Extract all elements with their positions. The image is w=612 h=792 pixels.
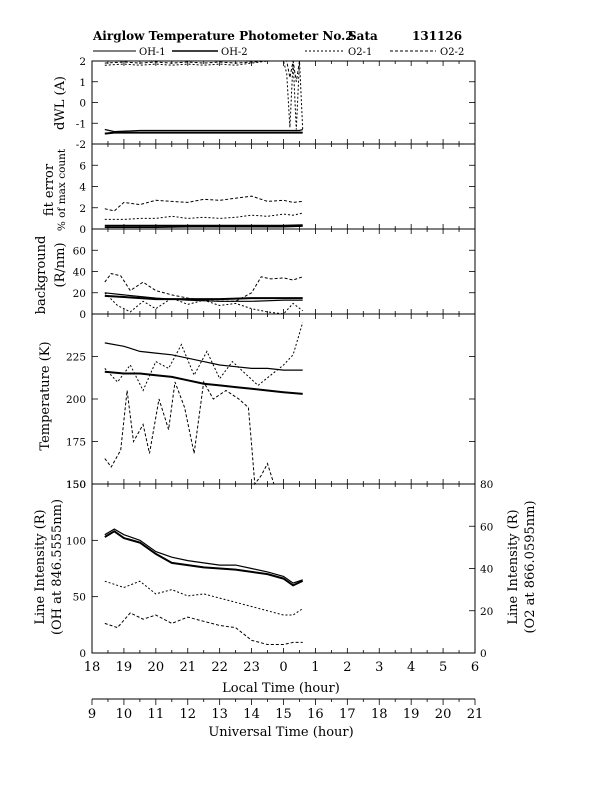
int-ytick-label: 0	[79, 648, 86, 660]
fit-ytick-label: 6	[79, 160, 86, 172]
legend-label-o22: O2-2	[440, 47, 464, 58]
station-name: Sata	[348, 29, 378, 43]
temp-frame	[91, 313, 476, 485]
dwl-series-o2-2	[104, 60, 303, 82]
ut-tick-label: 18	[371, 707, 388, 722]
fit-series-oh-2	[104, 224, 303, 227]
local-tick-label: 20	[148, 660, 165, 675]
legend: OH-1 OH-2 O2-1 O2-2	[93, 47, 464, 58]
temp-series-o2-2	[104, 380, 303, 486]
int-rtick-label: 20	[480, 606, 493, 618]
dwl-series-oh-2	[104, 131, 303, 135]
int-rtick-label: 80	[480, 479, 493, 491]
ut-tick-label: 21	[467, 707, 484, 722]
local-tick-label: 18	[84, 660, 101, 675]
int-axis-label: Line Intensity (R)	[33, 509, 48, 624]
fit-ytick-label: 0	[79, 224, 86, 236]
int-ytick-label: 100	[66, 535, 86, 547]
bg-ytick-label: 0	[79, 309, 86, 321]
temp-ytick-label: 150	[66, 479, 86, 491]
ut-tick-label: 14	[243, 707, 260, 722]
dwl-series-o2-1	[104, 60, 304, 130]
bg-ytick-label: 20	[73, 288, 86, 300]
temp-ytick-label: 200	[66, 394, 86, 406]
ut-tick-label: 19	[403, 707, 420, 722]
ut-tick-label: 9	[88, 707, 96, 722]
ut-tick-label: 10	[116, 707, 133, 722]
bg-ytick-label: 60	[73, 245, 86, 257]
fit-series-o2-1	[104, 212, 303, 220]
dwl-ytick-label: -1	[76, 118, 86, 130]
local-tick-label: 4	[407, 660, 415, 675]
int-series-o2-1	[104, 580, 303, 616]
ut-tick-label: 17	[339, 707, 356, 722]
local-tick-label: 6	[471, 660, 479, 675]
local-tick-label: 22	[211, 660, 228, 675]
fit-frame	[91, 143, 476, 230]
int-axis-sublabel: (OH at 846.5555nm)	[50, 499, 65, 635]
temp-ytick-label: 225	[66, 352, 86, 364]
bg-axis-label: background	[34, 236, 49, 315]
ut-tick-label: 16	[307, 707, 324, 722]
int-right-axis-label: Line Intensity (R)	[506, 509, 521, 624]
legend-label-oh1: OH-1	[139, 47, 166, 58]
int-ytick-label: 50	[73, 592, 86, 604]
local-tick-label: 19	[116, 660, 133, 675]
temp-ytick-label: 175	[66, 437, 86, 449]
fit-series-o2-2	[104, 195, 303, 212]
legend-label-oh2: OH-2	[221, 47, 248, 58]
ut-tick-label: 12	[179, 707, 196, 722]
dwl-frame	[91, 60, 476, 145]
local-tick-label: 2	[343, 660, 351, 675]
local-tick-label: 0	[279, 660, 287, 675]
plot-area: -2-1012024602040601501752002250501001500…	[66, 56, 493, 722]
fit-axis-label: fit error	[42, 163, 57, 216]
temp-series-oh-1	[104, 342, 303, 371]
int-rtick-label: 60	[480, 521, 493, 533]
local-tick-label: 1	[311, 660, 319, 675]
dwl-ytick-label: 1	[79, 77, 86, 89]
int-ytick-label: 150	[66, 479, 86, 491]
int-frame	[91, 483, 476, 654]
local-tick-label: 5	[439, 660, 447, 675]
bg-series-o2-2	[104, 273, 303, 302]
local-tick-label: 3	[375, 660, 383, 675]
legend-label-o21: O2-1	[348, 47, 372, 58]
dwl-ytick-label: 0	[79, 98, 86, 110]
date-label: 131126	[412, 29, 462, 43]
int-series-oh-1	[104, 528, 303, 584]
ut-tick-label: 13	[211, 707, 228, 722]
int-series-o2-2	[104, 612, 303, 645]
int-rtick-label: 40	[480, 564, 493, 576]
ut-time-label: Universal Time (hour)	[208, 725, 353, 740]
int-series-oh-2	[104, 530, 304, 587]
local-tick-label: 21	[179, 660, 196, 675]
dwl-axis-label: dWL (A)	[53, 76, 68, 130]
ut-tick-label: 20	[435, 707, 452, 722]
int-right-axis-sublabel: (O2 at 866.0595nm)	[523, 500, 538, 633]
bg-series-oh-2	[104, 294, 303, 301]
fit-series-oh-1	[104, 225, 303, 228]
fit-ytick-label: 4	[79, 182, 86, 194]
bg-frame	[91, 228, 476, 315]
bg-axis-sublabel: (R/nm)	[53, 242, 68, 287]
local-tick-label: 23	[243, 660, 260, 675]
int-rtick-label: 0	[480, 648, 487, 660]
dwl-ytick-label: 2	[79, 56, 86, 68]
bg-ytick-label: 40	[73, 267, 86, 279]
ut-tick-label: 15	[275, 707, 292, 722]
ut-tick-label: 11	[148, 707, 165, 722]
dwl-ytick-label: -2	[76, 139, 86, 151]
fit-ytick-label: 2	[79, 203, 86, 215]
temp-series-o2-1	[104, 322, 304, 392]
local-time-label: Local Time (hour)	[222, 681, 340, 696]
fit-axis-sublabel: % of max count	[56, 148, 68, 231]
bg-series-oh-1	[104, 292, 303, 302]
chart-title: Airglow Temperature Photometer No.2	[92, 29, 354, 43]
dwl-series-oh-1	[104, 128, 303, 133]
temp-axis-label: Temperature (K)	[38, 341, 53, 450]
